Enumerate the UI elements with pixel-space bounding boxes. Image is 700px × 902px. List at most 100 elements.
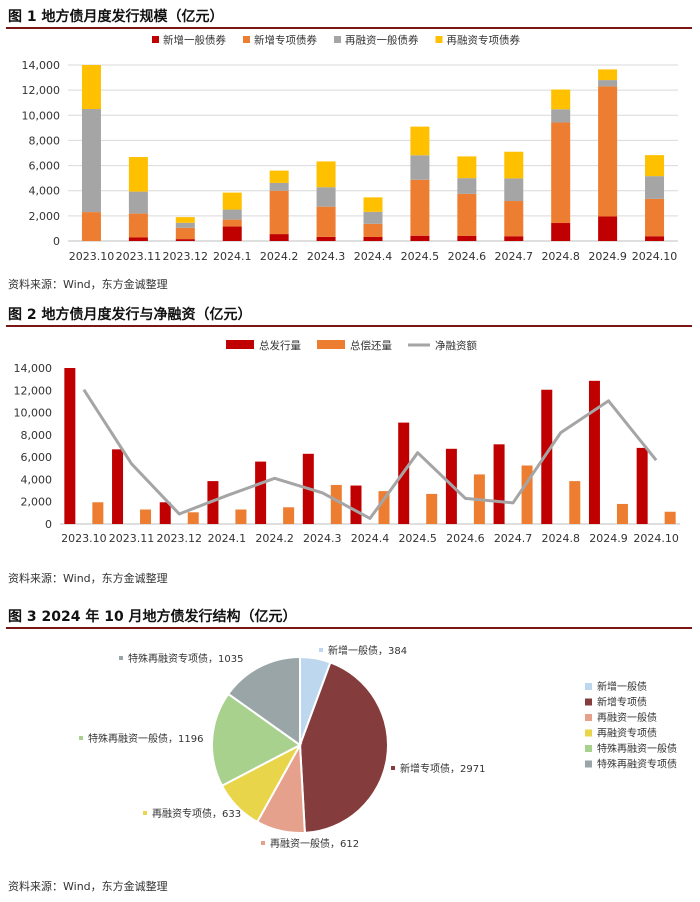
bar-segment <box>504 201 524 237</box>
bar-segment <box>175 217 195 223</box>
bar-total-repayment <box>330 485 342 524</box>
data-label-marker <box>391 766 395 770</box>
bar-segment <box>457 156 477 179</box>
x-tick-label: 2023.10 <box>69 250 115 263</box>
x-tick-label: 2024.10 <box>633 532 679 545</box>
bar-segment <box>363 211 383 224</box>
figure-1-title: 图 1 地方债月度发行规模（亿元） <box>8 9 224 25</box>
y-tick-label: 8,000 <box>21 429 53 442</box>
y-tick-label: 14,000 <box>14 362 53 375</box>
data-label: 再融资一般债，612 <box>270 837 359 850</box>
x-tick-label: 2024.3 <box>307 250 346 263</box>
bar-total-issuance <box>350 485 362 524</box>
bar-segment <box>551 223 571 241</box>
x-tick-label: 2024.1 <box>208 532 247 545</box>
bar-segment <box>598 80 618 87</box>
y-tick-label: 6,000 <box>29 160 61 173</box>
legend-label: 净融资额 <box>435 339 477 352</box>
data-label: 新增一般债，384 <box>328 644 407 657</box>
line-net-financing <box>82 388 658 520</box>
x-tick-label: 2023.12 <box>156 532 202 545</box>
y-tick-label: 12,000 <box>22 84 61 97</box>
bar-segment <box>645 236 665 241</box>
bar-segment <box>645 198 665 237</box>
bar-segment <box>222 209 242 220</box>
figure-2-source: 资料来源：Wind，东方金诚整理 <box>8 572 168 585</box>
y-tick-label: 10,000 <box>14 407 53 420</box>
bar-total-issuance <box>636 447 648 524</box>
bar-total-repayment <box>187 512 199 524</box>
bar-total-issuance <box>588 380 600 524</box>
legend-label: 再融资一般债券 <box>345 34 419 47</box>
bar-segment <box>363 236 383 241</box>
legend-swatch <box>334 36 341 43</box>
x-tick-label: 2024.2 <box>260 250 299 263</box>
data-label-marker <box>261 841 265 845</box>
bar-segment <box>269 234 289 241</box>
pie-slice <box>211 692 302 788</box>
bar-segment <box>222 192 242 210</box>
bar-segment <box>316 187 336 207</box>
bar-total-issuance <box>112 449 124 524</box>
x-tick-label: 2024.5 <box>398 532 437 545</box>
x-tick-label: 2024.8 <box>541 250 580 263</box>
bar-segment <box>645 176 665 199</box>
bar-segment <box>316 236 336 241</box>
bar-segment <box>222 226 242 241</box>
x-tick-label: 2024.3 <box>303 532 342 545</box>
data-label-marker <box>119 656 123 660</box>
bar-segment <box>410 179 430 236</box>
bar-segment <box>551 122 571 224</box>
legend-swatch <box>585 683 592 690</box>
x-tick-label: 2024.7 <box>494 532 533 545</box>
legend-swatch <box>585 745 592 752</box>
figure-3-source: 资料来源：Wind，东方金诚整理 <box>8 880 168 893</box>
bar-segment <box>504 236 524 241</box>
bar-segment <box>598 216 618 241</box>
bar-segment <box>363 197 383 212</box>
bar-segment <box>128 213 148 238</box>
bar-segment <box>175 222 195 228</box>
bar-total-repayment <box>664 511 676 524</box>
legend-swatch <box>226 340 254 349</box>
y-tick-label: 4,000 <box>29 185 61 198</box>
legend-label: 新增专项债券 <box>254 34 317 47</box>
figure-2-chart: 0 2,000 4,000 6,000 8,000 10,000 12,000 14,000 2… <box>14 339 680 545</box>
bar-total-repayment <box>283 507 295 524</box>
bar-segment <box>175 227 195 240</box>
y-tick-label: 2,000 <box>21 496 53 509</box>
y-tick-label: 4,000 <box>21 473 53 486</box>
bar-total-repayment <box>569 481 581 524</box>
x-tick-label: 2023.10 <box>61 532 107 545</box>
bar-segment <box>457 178 477 194</box>
data-label-marker <box>79 736 83 740</box>
bar-segment <box>410 155 430 180</box>
bar-segment <box>269 170 289 183</box>
x-tick-label: 2024.9 <box>589 532 628 545</box>
x-tick-label: 2024.6 <box>448 250 487 263</box>
data-label: 特殊再融资一般债，1196 <box>88 732 203 745</box>
bar-segment <box>551 89 571 110</box>
figure-1-chart: 0 2,000 4,000 6,000 8,000 10,000 12,000 14,000 2… <box>22 34 678 263</box>
y-tick-label: 6,000 <box>21 451 53 464</box>
legend-swatch <box>585 714 592 721</box>
x-tick-label: 2024.8 <box>542 532 581 545</box>
bar-segment <box>269 182 289 191</box>
bar-segment <box>645 155 665 177</box>
data-label-marker <box>319 648 323 652</box>
bar-total-repayment <box>426 493 438 524</box>
x-tick-label: 2024.4 <box>351 532 390 545</box>
legend-label: 新增一般债券 <box>163 34 226 47</box>
legend-label: 再融资专项债券 <box>447 34 521 47</box>
bar-segment <box>457 193 477 236</box>
legend-swatch <box>585 698 592 706</box>
bar-segment <box>81 212 101 241</box>
bar-segment <box>81 65 101 109</box>
figure-1-source: 资料来源：Wind，东方金诚整理 <box>8 278 168 291</box>
x-tick-label: 2024.2 <box>255 532 294 545</box>
bar-segment <box>598 69 618 81</box>
bar-total-repayment <box>378 491 390 524</box>
y-tick-label: 10,000 <box>22 109 61 122</box>
bar-segment <box>504 178 524 202</box>
bar-segment <box>410 235 430 241</box>
